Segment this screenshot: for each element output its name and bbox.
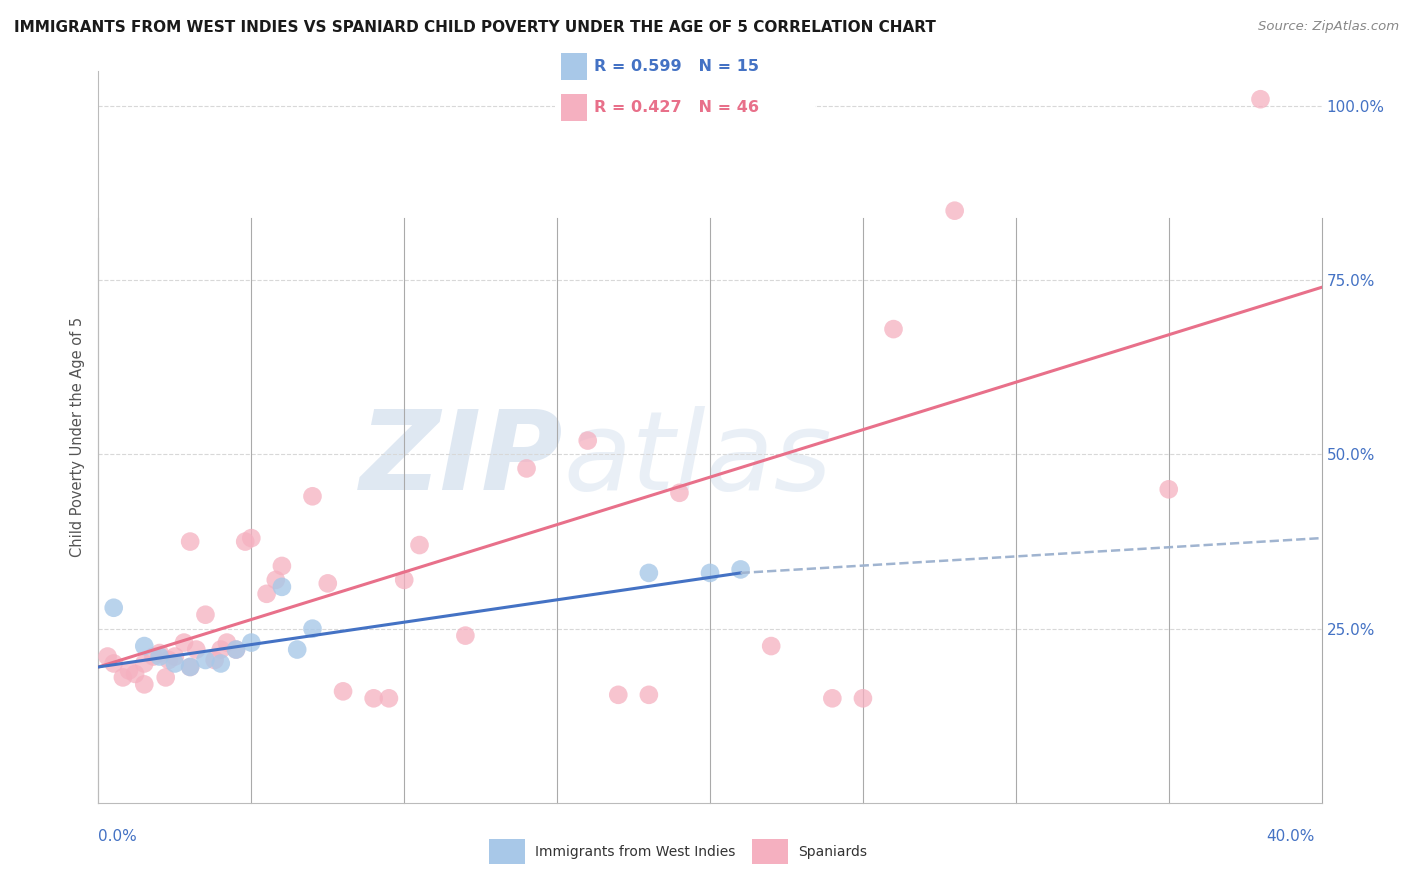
Bar — [752, 839, 787, 864]
Point — [186, 642, 208, 657]
Point — [194, 653, 217, 667]
Text: 0.0%: 0.0% — [98, 830, 138, 844]
Point — [209, 657, 232, 671]
Bar — [561, 54, 586, 80]
Point — [761, 639, 783, 653]
Point — [163, 657, 186, 671]
Point — [270, 558, 294, 573]
Point — [142, 649, 165, 664]
Point — [179, 534, 201, 549]
Text: 40.0%: 40.0% — [1267, 830, 1315, 844]
Point — [883, 322, 905, 336]
Y-axis label: Child Poverty Under the Age of 5: Child Poverty Under the Age of 5 — [69, 317, 84, 558]
Point — [225, 642, 247, 657]
Text: Source: ZipAtlas.com: Source: ZipAtlas.com — [1258, 20, 1399, 33]
Point — [256, 587, 278, 601]
Point — [225, 642, 247, 657]
Point — [264, 573, 287, 587]
Point — [516, 461, 538, 475]
Point — [149, 649, 172, 664]
Text: ZIP: ZIP — [360, 406, 564, 513]
Point — [240, 531, 263, 545]
Point — [699, 566, 721, 580]
Point — [118, 664, 141, 678]
Point — [134, 657, 156, 671]
Point — [134, 639, 156, 653]
Bar — [561, 94, 586, 120]
Point — [408, 538, 430, 552]
Text: R = 0.427   N = 46: R = 0.427 N = 46 — [595, 100, 759, 115]
Point — [103, 600, 125, 615]
Text: Spaniards: Spaniards — [799, 845, 868, 859]
Point — [637, 566, 661, 580]
Point — [179, 660, 201, 674]
Point — [576, 434, 599, 448]
Point — [240, 635, 263, 649]
Point — [316, 576, 339, 591]
Text: R = 0.599   N = 15: R = 0.599 N = 15 — [595, 59, 759, 74]
Point — [821, 691, 844, 706]
Point — [173, 635, 195, 649]
Point — [943, 203, 966, 218]
Point — [215, 635, 238, 649]
Point — [233, 534, 256, 549]
Point — [163, 649, 186, 664]
Point — [209, 642, 232, 657]
Text: atlas: atlas — [564, 406, 832, 513]
Point — [194, 607, 217, 622]
Point — [1250, 92, 1272, 106]
Point — [111, 670, 134, 684]
Point — [637, 688, 661, 702]
Point — [392, 573, 416, 587]
Text: IMMIGRANTS FROM WEST INDIES VS SPANIARD CHILD POVERTY UNDER THE AGE OF 5 CORRELA: IMMIGRANTS FROM WEST INDIES VS SPANIARD … — [14, 20, 936, 35]
Bar — [489, 839, 524, 864]
Point — [454, 629, 477, 643]
Point — [332, 684, 354, 698]
Point — [157, 653, 180, 667]
Point — [134, 677, 156, 691]
Point — [285, 642, 308, 657]
Point — [97, 649, 120, 664]
Point — [852, 691, 875, 706]
Point — [124, 667, 146, 681]
Point — [730, 562, 752, 576]
Text: Immigrants from West Indies: Immigrants from West Indies — [534, 845, 735, 859]
Point — [301, 489, 323, 503]
Point — [204, 653, 226, 667]
Point — [103, 657, 125, 671]
Point — [378, 691, 401, 706]
Point — [668, 485, 690, 500]
Point — [363, 691, 385, 706]
Point — [179, 660, 201, 674]
Point — [607, 688, 630, 702]
Point — [270, 580, 294, 594]
Point — [301, 622, 323, 636]
Point — [155, 670, 177, 684]
Point — [149, 646, 172, 660]
Point — [1157, 483, 1180, 497]
